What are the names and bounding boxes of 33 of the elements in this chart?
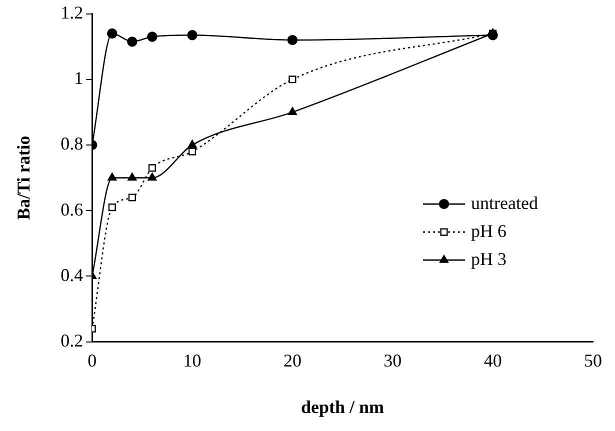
x-tick-label: 0	[88, 350, 97, 370]
y-tick-label: 0.2	[60, 330, 84, 351]
point	[488, 30, 498, 40]
y-tick-label: 0.6	[60, 199, 84, 220]
point	[287, 34, 298, 46]
x-tick-label: 50	[584, 350, 602, 370]
point	[147, 32, 158, 42]
point	[108, 204, 116, 212]
legend-label: pH 3	[471, 248, 506, 269]
y-tick-label: 1.2	[60, 2, 84, 23]
x-axis-title: depth / nm	[301, 396, 384, 417]
point	[148, 164, 156, 172]
point	[148, 172, 157, 181]
point	[288, 107, 297, 116]
x-tick-label: 20	[283, 350, 302, 370]
y-axis-title: Ba/Ti ratio	[13, 136, 34, 220]
y-tick-label: 1	[74, 68, 84, 88]
point	[127, 36, 138, 47]
y-tick-label: 0.4	[60, 264, 84, 285]
point	[108, 172, 117, 181]
point	[128, 172, 137, 181]
x-tick-label: 40	[484, 350, 502, 370]
point	[187, 30, 198, 40]
point	[288, 76, 296, 84]
y-tick-label: 0.8	[60, 134, 84, 154]
point	[107, 28, 118, 39]
x-tick-label: 30	[384, 350, 402, 370]
point	[188, 140, 197, 148]
legend-label: pH 6	[471, 220, 506, 241]
point	[188, 148, 196, 156]
legend-label: untreated	[471, 192, 538, 213]
point	[128, 194, 136, 202]
x-tick-label: 10	[183, 350, 202, 370]
